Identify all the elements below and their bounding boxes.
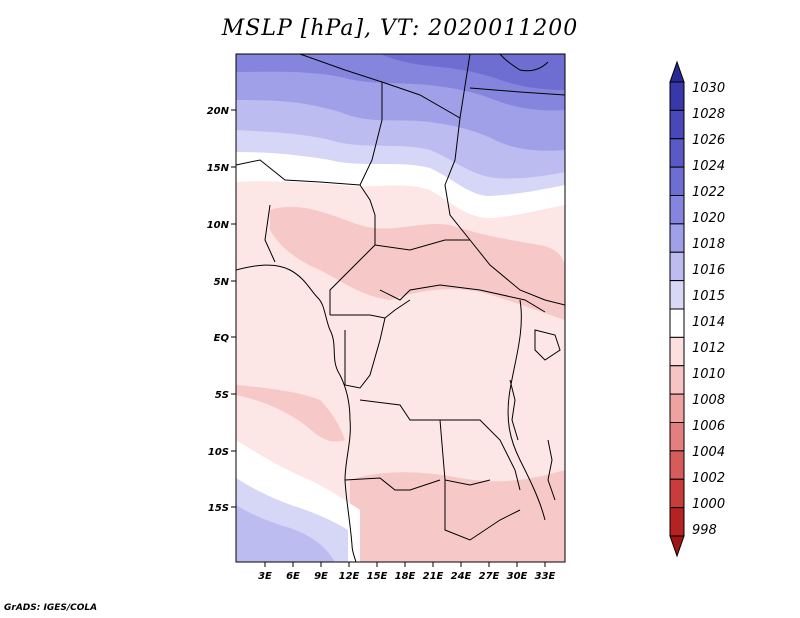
lon-label-3e: 3E: [258, 571, 272, 582]
colorbar-swatch: [669, 365, 685, 395]
colorbar-swatch: [669, 336, 685, 367]
lat-label-10n: 10N: [207, 220, 230, 231]
lon-label-27e: 27E: [479, 571, 500, 582]
colorbar-swatch: [669, 166, 685, 196]
lat-label-20n: 20N: [207, 106, 230, 117]
colorbar-label: 1008: [692, 393, 725, 408]
lat-axis: 20N 15N 10N 5N EQ 5S 10S 15S: [207, 106, 236, 514]
colorbar-label: 1022: [692, 185, 725, 200]
colorbar-swatch: [669, 450, 685, 480]
lat-label-5s: 5S: [215, 390, 229, 401]
colorbar-label: 1006: [692, 419, 725, 434]
colorbar-swatch: [669, 393, 685, 423]
border-5: [264, 204, 276, 263]
colorbar-swatch: [669, 138, 685, 168]
lat-label-eq: EQ: [214, 333, 230, 344]
border-14: [344, 477, 441, 491]
field-1010-central: [270, 206, 565, 320]
border-13: [507, 299, 546, 521]
lake-victoria: [534, 329, 561, 361]
colorbar-label: 1000: [692, 497, 725, 512]
border-10: [344, 317, 386, 389]
field-1010-atlantic: [236, 385, 345, 442]
field-1022: [380, 54, 565, 90]
colorbar-label: 1024: [692, 159, 725, 174]
colorbar: 1030 1028 1026 1024 1022 1020 1018 1016 1015 1014…: [669, 60, 725, 558]
lon-axis: 3E 6E 9E 12E 15E 18E 21E 24E 27E 30E 33E: [258, 562, 556, 582]
colorbar-label: 1030: [692, 81, 725, 96]
lon-label-33e: 33E: [535, 571, 556, 582]
colorbar-top-arrow: [669, 60, 685, 83]
colorbar-label: 1018: [692, 237, 725, 252]
lon-label-9e: 9E: [314, 571, 328, 582]
border-12: [440, 419, 521, 491]
lat-label-10s: 10S: [208, 447, 229, 458]
lat-label-15s: 15S: [208, 503, 229, 514]
colorbar-swatch: [669, 422, 685, 452]
border-1: [299, 54, 383, 216]
lon-label-6e: 6E: [286, 571, 300, 582]
colorbar-label: 1015: [692, 289, 725, 304]
political-borders: [236, 54, 565, 562]
colorbar-label: 1020: [692, 211, 725, 226]
border-17: [469, 87, 565, 96]
colorbar-swatch: [669, 478, 685, 509]
border-9: [330, 299, 411, 319]
border-4: [236, 159, 361, 186]
field-1016-sw: [236, 505, 335, 562]
border-6: [329, 215, 376, 315]
colorbar-swatch: [669, 223, 685, 253]
colorbar-label: 1012: [692, 341, 725, 356]
colorbar-label: 1016: [692, 263, 725, 278]
field-1010-south: [350, 470, 565, 562]
colorbar-label: 1002: [692, 471, 725, 486]
lake-tanganyika: [509, 379, 519, 441]
lon-label-15e: 15E: [367, 571, 388, 582]
colorbar-swatch: [669, 507, 685, 537]
border-2: [381, 54, 471, 119]
colorbar-swatch: [669, 308, 685, 338]
map-frame: [235, 53, 566, 563]
coastline: [236, 264, 357, 562]
map-title: MSLP [hPa], VT: 2020011200: [221, 16, 579, 41]
border-7: [374, 239, 470, 251]
colorbar-swatch: [669, 195, 685, 225]
border-15: [444, 480, 521, 541]
colorbar-label: 998: [692, 523, 717, 538]
colorbar-label: 1010: [692, 367, 725, 382]
colorbar-swatch: [669, 251, 685, 282]
colorbar-label: 1004: [692, 445, 725, 460]
colorbar-label: 1028: [692, 107, 725, 122]
lon-label-18e: 18E: [395, 571, 416, 582]
colorbar-label: 1026: [692, 133, 725, 148]
lon-label-24e: 24E: [451, 571, 472, 582]
lon-label-21e: 21E: [423, 571, 444, 582]
lon-label-30e: 30E: [507, 571, 528, 582]
lake-malawi: [547, 439, 556, 501]
colorbar-swatch: [669, 81, 685, 111]
border-16: [499, 54, 549, 72]
colorbar-swatch: [669, 109, 685, 140]
pressure-field: [236, 54, 565, 562]
colorbar-label: 1014: [692, 315, 725, 330]
lon-label-12e: 12E: [339, 571, 360, 582]
lat-label-5n: 5N: [214, 277, 230, 288]
border-8: [379, 284, 546, 313]
grads-credit: GrADS: IGES/COLA: [4, 603, 98, 613]
colorbar-swatch: [669, 280, 685, 310]
colorbar-bottom-arrow: [669, 535, 685, 558]
lat-label-15n: 15N: [207, 163, 230, 174]
